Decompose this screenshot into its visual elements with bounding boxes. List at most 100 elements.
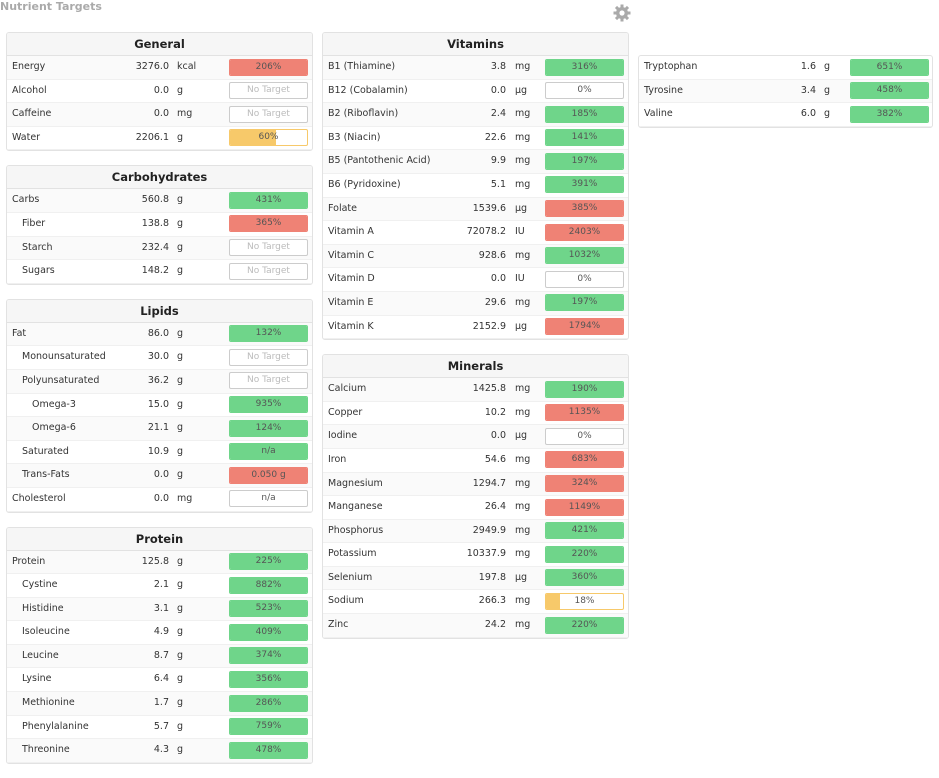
amount: 1.6 [800, 61, 816, 72]
amount: 6.0 [800, 108, 816, 120]
nutrient-row: Vitamin D 0.0 IU 0% [323, 268, 628, 292]
unit: g [177, 422, 184, 434]
target-bar: 365% [229, 215, 308, 233]
target-label: 385% [571, 203, 598, 214]
target-bar: 360% [545, 569, 624, 587]
target-bar: 882% [229, 576, 308, 594]
unit: g [177, 351, 184, 363]
target-bar: 759% [229, 718, 308, 736]
unit: kcal [177, 61, 197, 72]
unit: mg [515, 155, 531, 167]
target-fill [230, 216, 307, 232]
nutrient-name: Iodine [328, 430, 358, 442]
amount: 0.0 [153, 492, 169, 504]
target-fill [851, 106, 928, 122]
nutrient-row: Saturated 10.9 g n/a [7, 441, 312, 465]
target-label: 356% [255, 673, 282, 684]
target-label: 882% [255, 579, 282, 590]
amount: 2949.9 [472, 524, 506, 536]
unit: mg [515, 501, 531, 513]
nutrient-name: Selenium [328, 571, 373, 583]
target-bar: 225% [229, 553, 308, 570]
target-fill [230, 192, 307, 208]
nutrient-name: Copper [328, 406, 363, 418]
nutrient-name: Trans-Fats [22, 469, 70, 481]
unit: IU [515, 273, 525, 285]
unit: mg [515, 383, 531, 395]
amount: 125.8 [141, 555, 169, 567]
target-bar: 60% [229, 129, 308, 147]
unit: mg [515, 131, 531, 143]
target-label: 324% [571, 478, 598, 488]
nutrient-row: B6 (Pyridoxine) 5.1 mg 391% [323, 174, 628, 198]
nutrient-name: Manganese [328, 501, 383, 513]
amount: 5.7 [153, 720, 169, 732]
nutrient-row: Caffeine 0.0 mg No Target [7, 103, 312, 127]
target-fill [230, 130, 277, 146]
nutrient-name: Potassium [328, 548, 377, 560]
target-label: 1149% [568, 501, 601, 512]
column: Vitamins B1 (Thiamine) 3.8 mg 316% B12 (Cobal… [322, 32, 629, 653]
amount: 560.8 [141, 194, 169, 206]
target-label: 0% [577, 85, 592, 96]
nutrient-row: Magnesium 1294.7 mg 324% [323, 472, 628, 497]
target-fill [546, 177, 623, 193]
unit: g [177, 374, 184, 386]
panel: Vitamins B1 (Thiamine) 3.8 mg 316% B12 (Cobal… [322, 32, 629, 341]
target-fill [230, 397, 307, 413]
panel: Lipids Fat 86.0 g 132% Monounsaturated 30.0 g No… [6, 298, 313, 513]
target-label: No Target [247, 108, 290, 119]
target-bar: 683% [545, 451, 624, 469]
unit: IU [515, 226, 525, 238]
nutrient-row: Fat 86.0 g 132% [7, 322, 312, 347]
nutrient-name: Water [12, 131, 41, 143]
nutrient-name: Leucine [22, 649, 59, 661]
target-bar: 1149% [545, 498, 624, 516]
target-bar: 220% [545, 616, 624, 634]
nutrient-name: Alcohol [12, 84, 47, 96]
unit: mg [515, 61, 531, 72]
target-bar: No Target [229, 372, 308, 390]
target-bar: 185% [545, 105, 624, 123]
amount: 54.6 [484, 453, 506, 465]
nutrient-name: Methionine [22, 697, 75, 709]
unit: g [177, 555, 184, 567]
target-label: 190% [571, 383, 598, 394]
nutrient-name: Sugars [22, 265, 55, 277]
unit: mg [515, 108, 531, 120]
target-label: 141% [571, 132, 598, 143]
amount: 8.7 [153, 649, 169, 661]
nutrient-row: Phenylalanine 5.7 g 759% [7, 716, 312, 740]
nutrient-row: Energy 3276.0 kcal 206% [7, 56, 312, 80]
nutrient-name: Lysine [22, 673, 52, 685]
unit: g [177, 602, 184, 614]
settings-button[interactable] [612, 3, 632, 23]
nutrient-row: B2 (Riboflavin) 2.4 mg 185% [323, 103, 628, 127]
target-fill [230, 444, 307, 460]
nutrient-row: Trans-Fats 0.0 g 0.050 g [7, 464, 312, 488]
nutrient-row: B1 (Thiamine) 3.8 mg 316% [323, 56, 628, 80]
nutrient-name: Calcium [328, 383, 367, 395]
column: General Energy 3276.0 kcal 206% Alcohol 0.0 g No… [6, 32, 313, 778]
nutrient-name: Omega-3 [32, 398, 76, 410]
target-bar: 374% [229, 647, 308, 665]
target-label: 365% [255, 218, 282, 229]
target-bar: 2403% [545, 223, 624, 241]
unit: g [824, 108, 831, 120]
target-fill [230, 420, 307, 436]
nutrient-name: Caffeine [12, 108, 52, 120]
nutrient-row: Fiber 138.8 g 365% [7, 213, 312, 237]
nutrient-row: Alcohol 0.0 g No Target [7, 80, 312, 104]
unit: g [177, 445, 184, 457]
nutrient-row: Calcium 1425.8 mg 190% [323, 378, 628, 402]
amount: 928.6 [478, 249, 506, 261]
panel-title: Carbohydrates [7, 166, 312, 190]
nutrient-name: Cholesterol [12, 492, 66, 504]
target-bar: No Target [229, 105, 308, 123]
target-label: 316% [571, 61, 598, 72]
nutrient-row: Carbs 560.8 g 431% [7, 189, 312, 213]
target-label: 431% [255, 194, 282, 205]
target-bar: 0.050 g [229, 466, 308, 484]
target-label: 18% [574, 595, 595, 606]
target-bar: 385% [545, 200, 624, 218]
